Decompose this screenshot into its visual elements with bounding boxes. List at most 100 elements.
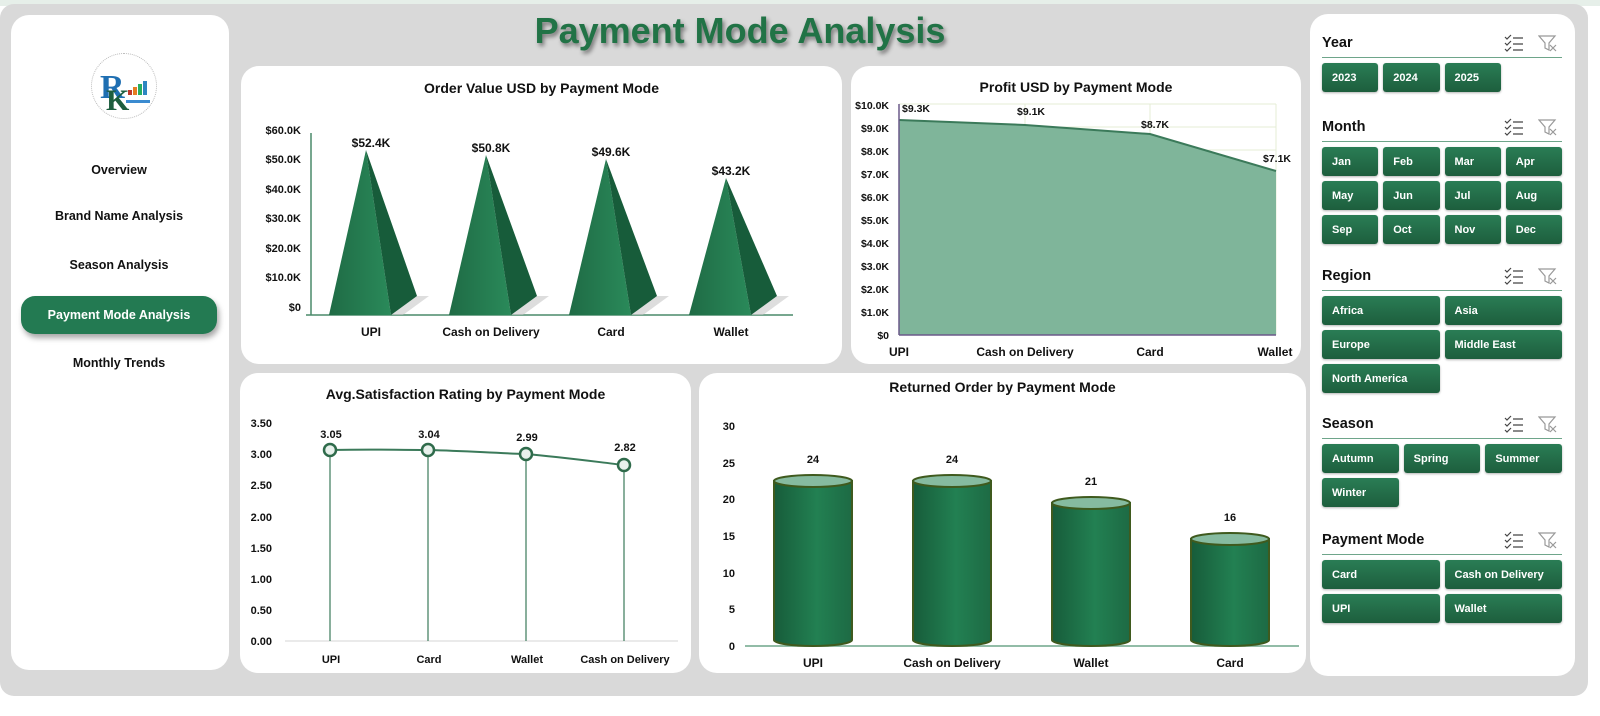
- svg-text:UPI: UPI: [361, 325, 381, 339]
- slicer-item-2023[interactable]: 2023: [1322, 63, 1379, 92]
- svg-text:$20.0K: $20.0K: [266, 243, 302, 255]
- svg-text:$6.0K: $6.0K: [861, 192, 889, 204]
- clear-filter-icon[interactable]: [1538, 415, 1558, 433]
- svg-text:0: 0: [729, 641, 735, 653]
- svg-text:0.50: 0.50: [251, 605, 272, 617]
- svg-text:$7.1K: $7.1K: [1263, 153, 1291, 165]
- svg-text:25: 25: [723, 458, 735, 470]
- multi-select-icon[interactable]: [1504, 531, 1524, 549]
- chart-title: Avg.Satisfaction Rating by Payment Mode: [325, 386, 606, 402]
- slicer-item-middle-east[interactable]: Middle East: [1444, 330, 1562, 359]
- svg-text:$2.0K: $2.0K: [861, 284, 889, 296]
- svg-text:$5.0K: $5.0K: [861, 215, 889, 227]
- slicer-item-cash-on-delivery[interactable]: Cash on Delivery: [1444, 560, 1562, 589]
- slicer-season: Season Autumn Spring Summer Winter: [1322, 413, 1562, 507]
- slicer-item-2025[interactable]: 2025: [1444, 63, 1501, 92]
- svg-text:$9.0K: $9.0K: [861, 123, 889, 135]
- svg-text:$40.0K: $40.0K: [266, 184, 302, 196]
- nav-payment-mode-analysis[interactable]: Payment Mode Analysis: [21, 296, 217, 334]
- window-top-strip: [0, 0, 1600, 6]
- svg-text:3.50: 3.50: [251, 418, 272, 430]
- svg-text:Cash on Delivery: Cash on Delivery: [903, 656, 1001, 670]
- svg-text:5: 5: [729, 604, 735, 616]
- slicer-item-upi[interactable]: UPI: [1322, 594, 1440, 623]
- svg-text:$30.0K: $30.0K: [266, 213, 302, 225]
- slicer-item-jun[interactable]: Jun: [1383, 181, 1440, 210]
- svg-text:UPI: UPI: [889, 345, 909, 359]
- chart-title: Profit USD by Payment Mode: [979, 79, 1173, 95]
- svg-text:$50.8K: $50.8K: [472, 141, 511, 155]
- clear-filter-icon[interactable]: [1538, 531, 1558, 549]
- slicer-month: Month Jan Feb Mar Apr May Jun Jul Aug Se…: [1322, 116, 1562, 244]
- svg-text:Cash on Delivery: Cash on Delivery: [580, 654, 670, 666]
- slicer-item-aug[interactable]: Aug: [1505, 181, 1562, 210]
- nav-overview[interactable]: Overview: [21, 151, 217, 189]
- chart-title: Returned Order by Payment Mode: [889, 379, 1116, 395]
- multi-select-icon[interactable]: [1504, 118, 1524, 136]
- svg-text:$0: $0: [877, 330, 889, 342]
- cylinder-chart: 0 5 10 15 20 25 30 24 24 21 16 UPI Cash …: [723, 421, 1299, 670]
- slicer-item-card[interactable]: Card: [1322, 560, 1440, 589]
- slicer-item-wallet[interactable]: Wallet: [1444, 594, 1562, 623]
- svg-text:$4.0K: $4.0K: [861, 238, 889, 250]
- svg-text:Card: Card: [1216, 656, 1243, 670]
- multi-select-icon[interactable]: [1504, 34, 1524, 52]
- pyramid-chart: $0 $10.0K $20.0K $30.0K $40.0K $50.0K $6…: [266, 125, 793, 339]
- chart-profit: Profit USD by Payment Mode $0 $1.0K $2.0…: [851, 66, 1301, 364]
- clear-filter-icon[interactable]: [1538, 34, 1558, 52]
- svg-text:24: 24: [946, 454, 959, 466]
- svg-text:10: 10: [723, 568, 735, 580]
- nav-season-analysis[interactable]: Season Analysis: [21, 246, 217, 284]
- slicer-item-winter[interactable]: Winter: [1322, 478, 1399, 507]
- slicer-item-asia[interactable]: Asia: [1444, 296, 1562, 325]
- chart-title: Order Value USD by Payment Mode: [424, 80, 659, 96]
- slicer-item-oct[interactable]: Oct: [1383, 215, 1440, 244]
- svg-text:2.99: 2.99: [516, 432, 537, 444]
- slicer-item-autumn[interactable]: Autumn: [1322, 444, 1399, 473]
- nav-brand-name-analysis[interactable]: Brand Name Analysis: [21, 197, 217, 235]
- slicer-item-nov[interactable]: Nov: [1444, 215, 1501, 244]
- sidebar: R K Overview Brand Name Analysis Season …: [11, 15, 229, 670]
- slicer-item-mar[interactable]: Mar: [1444, 147, 1501, 176]
- svg-text:UPI: UPI: [322, 654, 340, 666]
- multi-select-icon[interactable]: [1504, 415, 1524, 433]
- svg-text:$60.0K: $60.0K: [266, 125, 302, 137]
- svg-text:Wallet: Wallet: [714, 325, 749, 339]
- nav-monthly-trends[interactable]: Monthly Trends: [21, 344, 217, 382]
- chart-returned-orders: Returned Order by Payment Mode 0 5 10 15…: [699, 373, 1306, 673]
- clear-filter-icon[interactable]: [1538, 118, 1558, 136]
- svg-text:$43.2K: $43.2K: [712, 164, 751, 178]
- slicer-item-africa[interactable]: Africa: [1322, 296, 1440, 325]
- slicer-year: Year 2023 2024 2025: [1322, 32, 1562, 92]
- clear-filter-icon[interactable]: [1538, 267, 1558, 285]
- svg-text:1.50: 1.50: [251, 543, 272, 555]
- nav-label: Payment Mode Analysis: [47, 308, 191, 322]
- svg-text:$8.7K: $8.7K: [1141, 119, 1169, 131]
- svg-text:30: 30: [723, 421, 735, 433]
- svg-text:UPI: UPI: [803, 656, 823, 670]
- svg-text:3.05: 3.05: [320, 429, 341, 441]
- slicer-item-sep[interactable]: Sep: [1322, 215, 1379, 244]
- svg-text:$9.1K: $9.1K: [1017, 106, 1045, 118]
- slicer-item-2024[interactable]: 2024: [1383, 63, 1440, 92]
- slicer-item-jan[interactable]: Jan: [1322, 147, 1379, 176]
- svg-text:$3.0K: $3.0K: [861, 261, 889, 273]
- slicer-header: Payment Mode: [1322, 529, 1562, 555]
- slicer-item-summer[interactable]: Summer: [1485, 444, 1562, 473]
- svg-text:Cash on Delivery: Cash on Delivery: [442, 325, 540, 339]
- slicer-item-may[interactable]: May: [1322, 181, 1379, 210]
- svg-text:$9.3K: $9.3K: [902, 103, 930, 115]
- multi-select-icon[interactable]: [1504, 267, 1524, 285]
- slicer-item-dec[interactable]: Dec: [1505, 215, 1562, 244]
- svg-text:Wallet: Wallet: [1258, 345, 1293, 359]
- slicer-item-apr[interactable]: Apr: [1505, 147, 1562, 176]
- svg-text:1.00: 1.00: [251, 574, 272, 586]
- slicer-item-jul[interactable]: Jul: [1444, 181, 1501, 210]
- page-title: Payment Mode Analysis: [534, 10, 946, 51]
- svg-text:21: 21: [1085, 476, 1097, 488]
- slicer-item-feb[interactable]: Feb: [1383, 147, 1440, 176]
- slicer-region: Region Africa Asia Europe Middle East No…: [1322, 265, 1562, 393]
- slicer-item-europe[interactable]: Europe: [1322, 330, 1440, 359]
- slicer-item-north-america[interactable]: North America: [1322, 364, 1440, 393]
- slicer-item-spring[interactable]: Spring: [1403, 444, 1481, 473]
